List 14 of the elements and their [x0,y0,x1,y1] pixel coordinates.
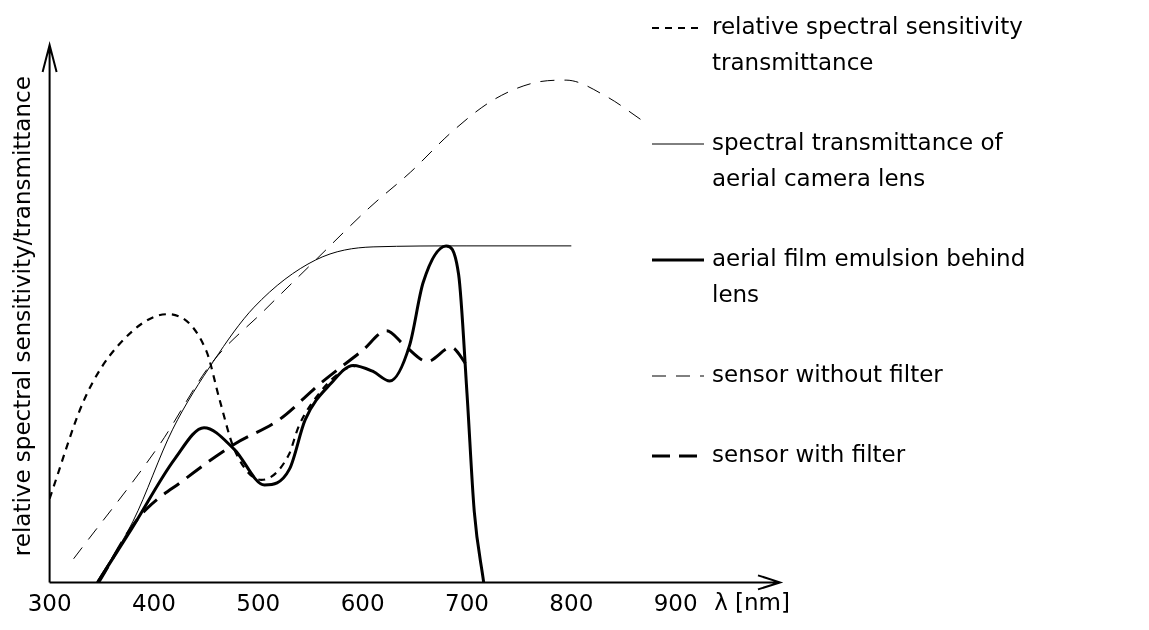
x-tick-label: 700 [445,590,489,617]
x-tick-label: 400 [131,590,176,617]
legend-label: sensor without filter [712,360,944,387]
y-axis-title: relative spectral sensitivity/transmittance [8,76,35,557]
x-tick-label: 600 [340,590,385,617]
x-axis-title: λ [nm] [714,588,790,615]
legend-label: relative spectral sensitivity transmittance [712,12,1023,75]
legend-label: aerial film emulsion behind lens [712,244,1026,307]
x-tick-label: 900 [653,590,698,617]
x-tick-label: 500 [236,590,281,617]
legend-label: sensor with filter [712,440,906,467]
legend-label: spectral transmittance of aerial camera lens [712,128,1004,191]
x-tick-label: 300 [27,590,72,617]
x-tick-label: 800 [549,590,594,617]
